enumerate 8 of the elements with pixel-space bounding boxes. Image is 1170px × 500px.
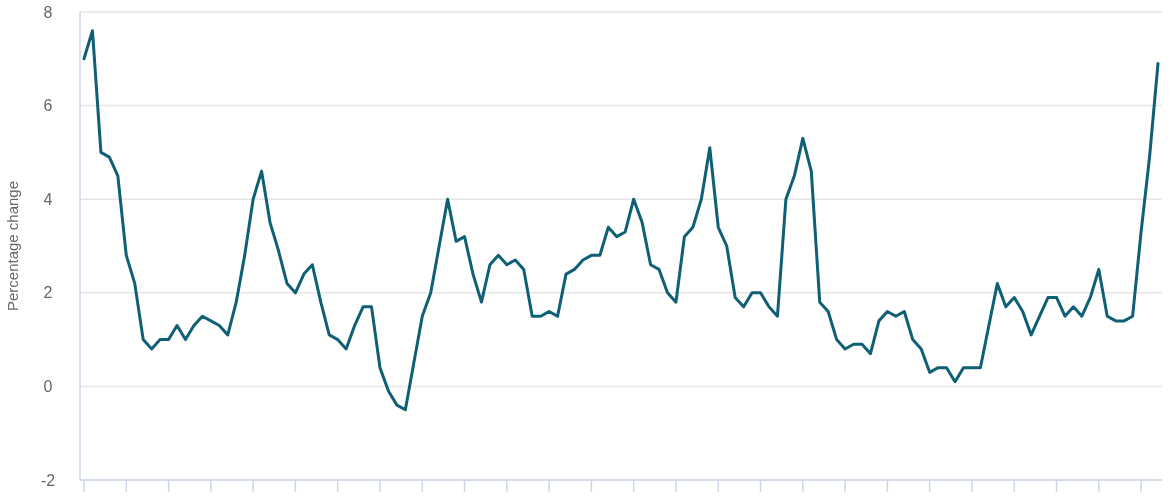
y-tick-label: 8 [43,3,53,21]
y-tick-label: -2 [40,471,56,489]
y-tick-label: 2 [43,284,53,302]
line-series [82,29,1160,412]
y-axis-title: Percentage change [4,180,21,312]
y-tick-label: 6 [43,97,53,115]
y-tick-label: 0 [43,378,53,395]
y-tick-label: 4 [43,190,53,208]
